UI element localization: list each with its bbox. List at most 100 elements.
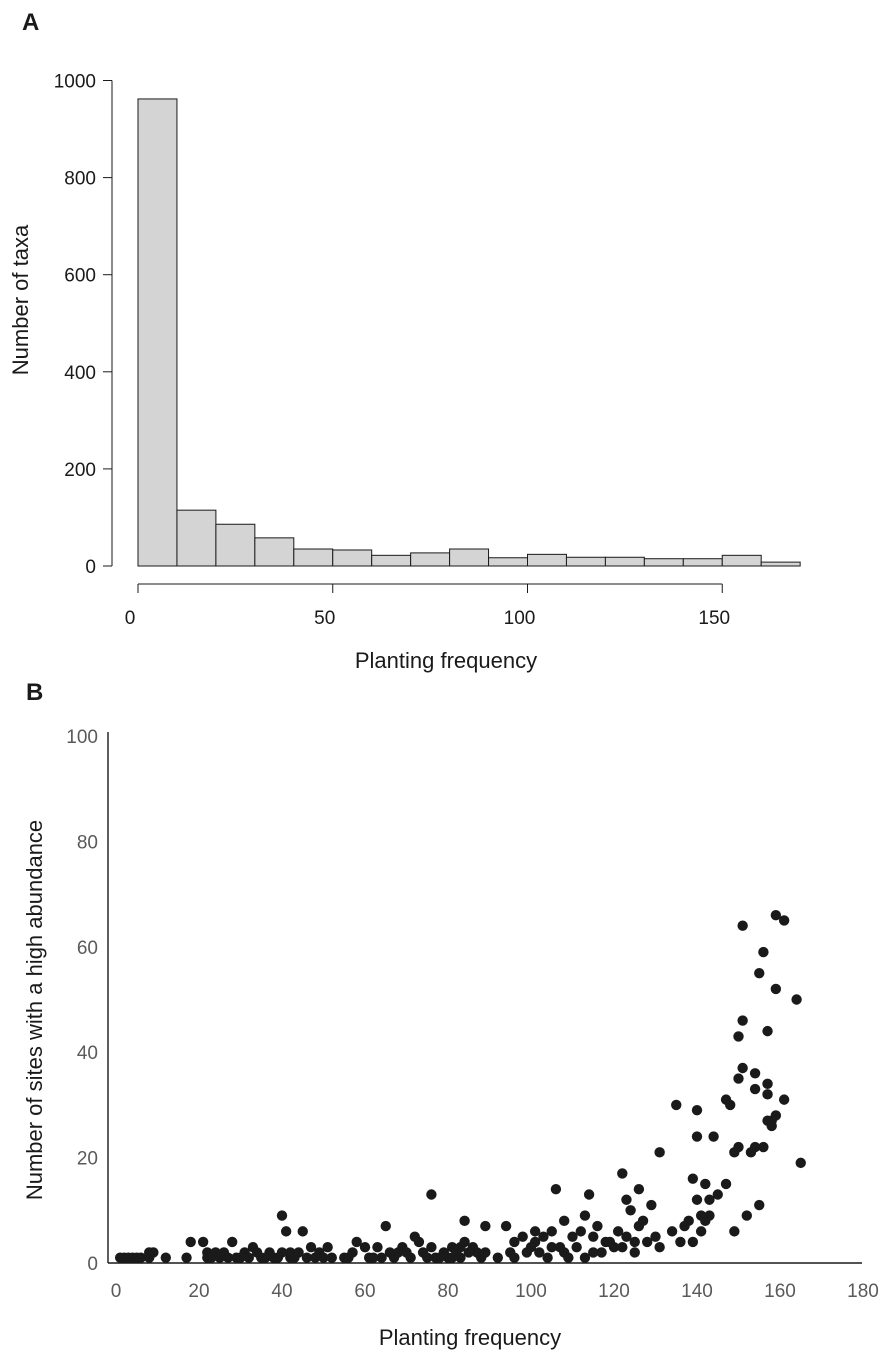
scatter-point	[227, 1236, 238, 1248]
scatter-point	[704, 1210, 715, 1221]
scatter-x-tick-label: 160	[764, 1281, 796, 1302]
scatter-point	[301, 1252, 313, 1263]
scatter-point	[729, 1226, 740, 1237]
scatter-point	[542, 1252, 553, 1263]
scatter-point	[322, 1241, 333, 1253]
scatter-point	[671, 1099, 682, 1111]
scatter-point	[197, 1236, 209, 1248]
scatter-point	[725, 1099, 736, 1111]
scatter-point	[737, 920, 748, 931]
scatter-point	[534, 1247, 545, 1258]
histogram-bar	[565, 556, 606, 567]
scatter-point	[758, 1141, 769, 1153]
scatter-axes: 0 20 40 60 80 100 0 20 40 60 80 100 120 140 160 180	[66, 727, 879, 1302]
scatter-point	[637, 1215, 649, 1227]
scatter-point	[413, 1236, 425, 1248]
scatter-point	[733, 1031, 744, 1042]
scatter-point	[181, 1252, 192, 1263]
scatter-point	[666, 1226, 678, 1237]
scatter-point	[737, 1015, 748, 1026]
scatter-point	[550, 1184, 562, 1195]
histogram-bar	[410, 552, 451, 567]
scatter-point	[749, 1141, 761, 1153]
scatter-point	[737, 1062, 748, 1074]
scatter-point	[770, 983, 782, 995]
scatter-point	[704, 1194, 715, 1205]
histogram-y-tick-label: 0	[85, 557, 96, 578]
histogram-y-tick-label: 600	[64, 266, 96, 287]
scatter-y-tick-label: 80	[77, 832, 98, 853]
panel-label-a: A	[22, 9, 39, 36]
scatter-point	[695, 1226, 707, 1237]
scatter-x-tick-label: 60	[354, 1281, 375, 1302]
histogram-bar	[332, 549, 373, 567]
scatter-x-axis-label: Planting frequency	[379, 1325, 561, 1350]
histogram-bar	[721, 554, 762, 567]
scatter-point	[617, 1168, 628, 1179]
scatter-point	[326, 1252, 337, 1263]
scatter-point	[741, 1210, 752, 1221]
scatter-point	[422, 1252, 433, 1263]
scatter-point	[529, 1226, 541, 1237]
histogram-bar	[371, 554, 412, 567]
scatter-x-tick-label: 80	[437, 1281, 458, 1302]
scatter-y-tick-label: 20	[77, 1149, 98, 1170]
scatter-y-axis-label: Number of sites with a high abundance	[22, 820, 47, 1200]
scatter-point	[318, 1252, 329, 1263]
scatter-point	[148, 1247, 159, 1258]
histogram-bar	[527, 553, 567, 567]
scatter-point	[579, 1252, 591, 1263]
scatter-point	[347, 1247, 358, 1258]
scatter-point	[708, 1131, 719, 1142]
scatter-y-tick-label: 60	[77, 938, 98, 959]
scatter-point	[795, 1157, 806, 1169]
scatter-point	[480, 1247, 491, 1258]
scatter-point	[687, 1173, 699, 1184]
scatter-x-tick-label: 180	[847, 1281, 879, 1302]
scatter-point	[642, 1236, 653, 1248]
scatter-point	[683, 1215, 694, 1227]
scatter-point	[762, 1025, 773, 1037]
histogram-bar	[488, 557, 528, 567]
scatter-point	[675, 1236, 686, 1248]
histogram-bar	[760, 561, 801, 567]
histogram-x-tick-label: 0	[125, 608, 136, 629]
scatter-point	[426, 1189, 437, 1200]
scatter-point	[579, 1210, 591, 1221]
scatter-point	[293, 1247, 304, 1258]
scatter-point	[500, 1220, 512, 1232]
scatter-point	[758, 946, 769, 958]
scatter-point	[135, 1252, 147, 1263]
scatter-point	[691, 1104, 703, 1116]
scatter-x-tick-label: 100	[515, 1281, 547, 1302]
scatter-point	[608, 1241, 620, 1253]
scatter-point	[276, 1210, 288, 1221]
scatter-point	[280, 1226, 292, 1237]
scatter-point	[185, 1236, 196, 1248]
scatter-point	[529, 1236, 541, 1248]
histogram-y-tick-label: 200	[64, 460, 96, 481]
scatter-point	[621, 1231, 632, 1242]
scatter-point	[733, 1141, 744, 1153]
scatter-point	[691, 1131, 703, 1142]
histogram-bar	[682, 558, 723, 567]
scatter-point	[596, 1247, 607, 1258]
scatter-point	[492, 1252, 503, 1263]
histogram-bar	[293, 548, 334, 567]
scatter-point	[305, 1241, 317, 1253]
scatter-point	[712, 1189, 723, 1200]
scatter-point	[546, 1226, 557, 1237]
scatter-x-tick-label: 20	[188, 1281, 209, 1302]
scatter-point	[617, 1241, 628, 1253]
histogram-x-tick-label: 150	[698, 608, 730, 629]
scatter-point	[629, 1236, 640, 1248]
scatter-point	[372, 1241, 383, 1253]
scatter-x-tick-label: 40	[271, 1281, 292, 1302]
histogram-bars	[137, 98, 801, 567]
scatter-point	[612, 1226, 624, 1237]
scatter-y-tick-label: 0	[87, 1254, 98, 1275]
scatter-point	[509, 1236, 520, 1248]
scatter-point	[480, 1220, 491, 1232]
scatter-point	[376, 1252, 387, 1263]
scatter-y-tick-label: 40	[77, 1043, 98, 1064]
